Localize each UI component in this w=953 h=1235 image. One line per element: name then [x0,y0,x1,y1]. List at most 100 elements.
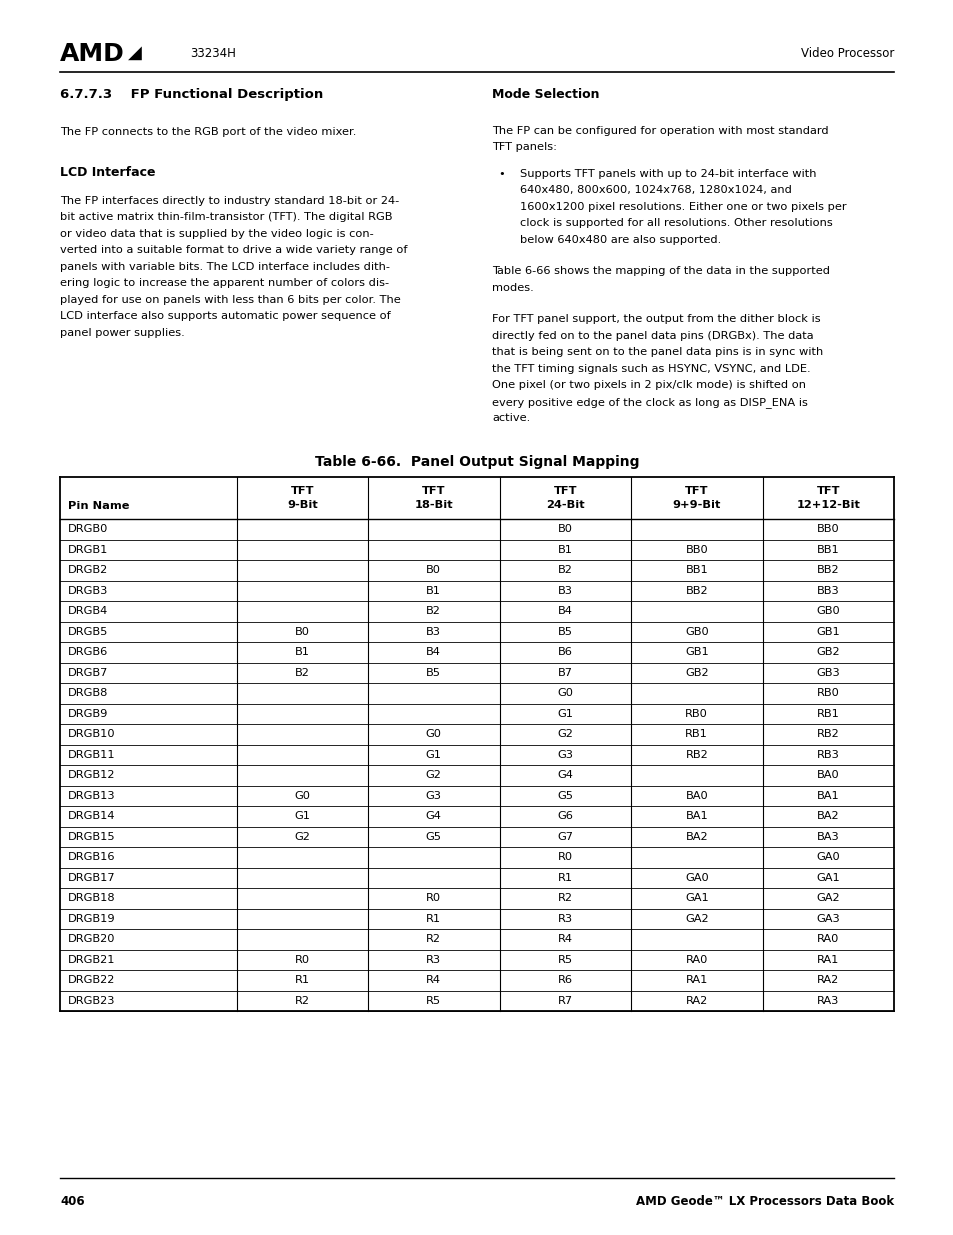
Text: R5: R5 [558,955,572,965]
Text: panel power supplies.: panel power supplies. [60,327,185,337]
Text: G7: G7 [557,831,573,842]
Text: GA2: GA2 [816,893,840,903]
Text: G0: G0 [294,790,310,800]
Text: The FP connects to the RGB port of the video mixer.: The FP connects to the RGB port of the v… [60,127,356,137]
Text: R4: R4 [426,976,441,986]
Text: RB1: RB1 [816,709,839,719]
Text: B5: B5 [558,626,572,637]
Text: BA1: BA1 [684,811,707,821]
Text: GB1: GB1 [684,647,708,657]
Text: GA1: GA1 [816,873,840,883]
Text: B1: B1 [294,647,310,657]
Text: RA1: RA1 [685,976,707,986]
Text: B0: B0 [294,626,310,637]
Text: DRGB15: DRGB15 [68,831,115,842]
Text: R2: R2 [558,893,572,903]
Text: DRGB7: DRGB7 [68,668,109,678]
Text: GA2: GA2 [684,914,708,924]
Text: DRGB8: DRGB8 [68,688,109,698]
Text: DRGB22: DRGB22 [68,976,115,986]
Text: R1: R1 [426,914,441,924]
Text: B4: B4 [426,647,440,657]
Text: GA0: GA0 [684,873,708,883]
Text: 406: 406 [60,1195,85,1208]
Text: R1: R1 [294,976,310,986]
Text: G4: G4 [557,771,573,781]
Text: RB2: RB2 [816,729,839,740]
Text: DRGB18: DRGB18 [68,893,115,903]
Text: BB1: BB1 [684,566,707,576]
Text: GB1: GB1 [816,626,840,637]
Text: One pixel (or two pixels in 2 pix/clk mode) is shifted on: One pixel (or two pixels in 2 pix/clk mo… [492,380,805,390]
Text: modes.: modes. [492,283,533,293]
Text: DRGB20: DRGB20 [68,934,115,945]
Text: LCD Interface: LCD Interface [60,165,155,179]
Text: DRGB6: DRGB6 [68,647,108,657]
Text: DRGB0: DRGB0 [68,524,109,535]
Text: 33234H: 33234H [190,47,235,61]
Text: directly fed on to the panel data pins (DRGBx). The data: directly fed on to the panel data pins (… [492,331,813,341]
Text: 12+12-Bit: 12+12-Bit [796,500,860,510]
Text: ering logic to increase the apparent number of colors dis-: ering logic to increase the apparent num… [60,278,389,288]
Text: GA0: GA0 [816,852,840,862]
Text: R0: R0 [558,852,572,862]
Text: BB3: BB3 [816,585,839,595]
Text: DRGB16: DRGB16 [68,852,115,862]
Text: R5: R5 [426,995,441,1005]
Text: AMD: AMD [60,42,125,65]
Text: Supports TFT panels with up to 24-bit interface with: Supports TFT panels with up to 24-bit in… [519,169,816,179]
Text: 24-Bit: 24-Bit [545,500,584,510]
Text: DRGB9: DRGB9 [68,709,109,719]
Text: B3: B3 [426,626,441,637]
Text: G1: G1 [294,811,310,821]
Text: R4: R4 [558,934,572,945]
Text: 9-Bit: 9-Bit [287,500,317,510]
Text: GA1: GA1 [684,893,708,903]
Text: Table 6-66.  Panel Output Signal Mapping: Table 6-66. Panel Output Signal Mapping [314,454,639,469]
Text: that is being sent on to the panel data pins is in sync with: that is being sent on to the panel data … [492,347,822,357]
Text: clock is supported for all resolutions. Other resolutions: clock is supported for all resolutions. … [519,219,832,228]
Text: B3: B3 [558,585,572,595]
Text: B1: B1 [426,585,441,595]
Text: RB2: RB2 [684,750,707,760]
Text: RB0: RB0 [684,709,707,719]
Text: G1: G1 [557,709,573,719]
Text: 640x480, 800x600, 1024x768, 1280x1024, and: 640x480, 800x600, 1024x768, 1280x1024, a… [519,185,791,195]
Text: DRGB21: DRGB21 [68,955,115,965]
Text: RA2: RA2 [817,976,839,986]
Text: RB1: RB1 [684,729,707,740]
Text: BB2: BB2 [685,585,707,595]
Text: DRGB2: DRGB2 [68,566,108,576]
Text: R6: R6 [558,976,572,986]
Text: played for use on panels with less than 6 bits per color. The: played for use on panels with less than … [60,295,400,305]
Text: G0: G0 [425,729,441,740]
Text: B1: B1 [558,545,572,555]
Text: below 640x480 are also supported.: below 640x480 are also supported. [519,235,720,245]
Text: DRGB4: DRGB4 [68,606,108,616]
Text: G5: G5 [557,790,573,800]
Text: BA2: BA2 [685,831,707,842]
Text: RB0: RB0 [816,688,839,698]
Text: B2: B2 [558,566,572,576]
Text: DRGB3: DRGB3 [68,585,109,595]
Text: GB3: GB3 [816,668,840,678]
Text: BA3: BA3 [816,831,839,842]
Text: RB3: RB3 [816,750,839,760]
Text: TFT: TFT [553,487,577,496]
Text: BB0: BB0 [684,545,707,555]
Text: G2: G2 [425,771,441,781]
Text: G3: G3 [557,750,573,760]
Text: G1: G1 [425,750,441,760]
Text: The FP interfaces directly to industry standard 18-bit or 24-: The FP interfaces directly to industry s… [60,196,399,206]
Text: G6: G6 [557,811,573,821]
Text: B0: B0 [558,524,572,535]
Text: RA0: RA0 [816,934,839,945]
Text: R0: R0 [294,955,310,965]
Text: GB0: GB0 [816,606,840,616]
Text: or video data that is supplied by the video logic is con-: or video data that is supplied by the vi… [60,228,374,238]
Text: every positive edge of the clock as long as DISP_ENA is: every positive edge of the clock as long… [492,396,807,408]
Text: GB0: GB0 [684,626,708,637]
Text: RA2: RA2 [685,995,707,1005]
Text: B2: B2 [294,668,310,678]
Text: R1: R1 [558,873,572,883]
